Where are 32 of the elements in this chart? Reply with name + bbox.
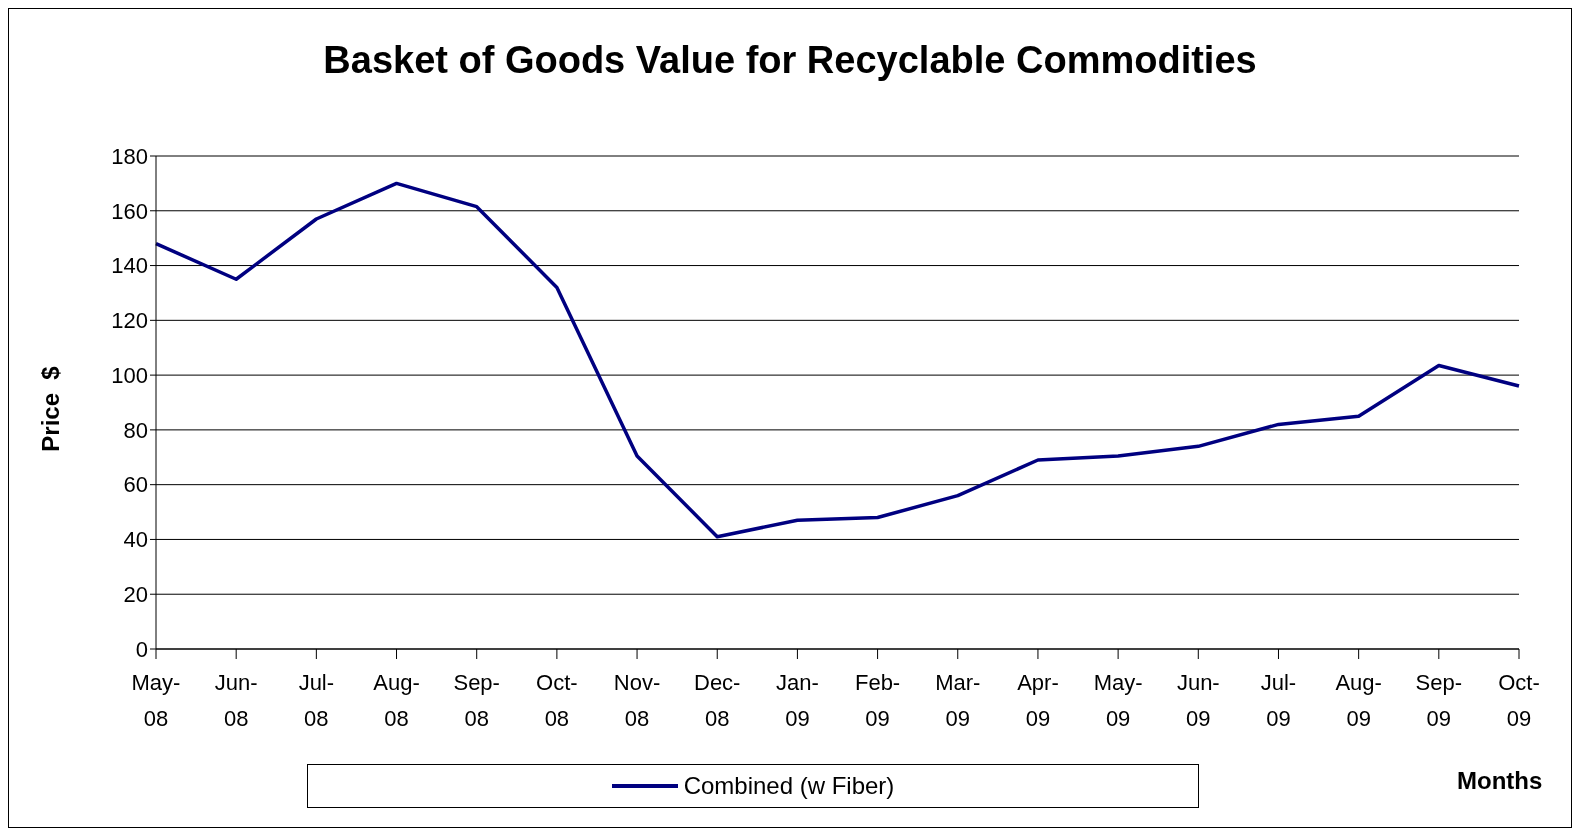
y-axis-title: Price $	[37, 366, 65, 452]
y-tick-label: 0	[135, 636, 148, 662]
x-tick-label: Mar-09	[935, 670, 981, 731]
y-tick-label: 40	[123, 527, 148, 553]
x-tick-label: Jul-08	[298, 670, 335, 731]
y-tick-label: 160	[111, 198, 148, 224]
x-tick-label: Sep-08	[453, 670, 500, 731]
x-tick-label: May-08	[131, 670, 181, 731]
x-tick-label: Jun-09	[1176, 670, 1220, 731]
y-tick-label: 60	[123, 472, 148, 498]
x-tick-label: Aug-09	[1335, 670, 1382, 731]
x-tick-label: May-09	[1093, 670, 1143, 731]
chart-title: Basket of Goods Value for Recyclable Commodities	[322, 39, 1258, 82]
y-tick-label: 20	[123, 582, 148, 608]
x-tick-label: Nov-08	[613, 670, 661, 731]
x-tick-label: Oct-08	[536, 670, 578, 731]
x-tick-label: Jan-09	[776, 670, 819, 731]
y-tick-label: 140	[111, 253, 148, 279]
x-tick-label: Jul-09	[1260, 670, 1297, 731]
x-tick-label: Dec-08	[694, 670, 741, 731]
y-tick-label: 80	[123, 417, 148, 443]
x-tick-label: Apr-09	[1017, 670, 1059, 731]
y-tick-label: 120	[111, 308, 148, 334]
y-tick-label: 180	[111, 143, 148, 169]
x-tick-label: Feb-09	[854, 670, 901, 731]
x-axis-title: Months	[1457, 767, 1543, 795]
legend-label: Combined (w Fiber)	[682, 772, 895, 800]
x-tick-label: Sep-09	[1415, 670, 1463, 731]
x-tick-label: Aug-08	[373, 670, 420, 731]
x-tick-label: Jun-08	[214, 670, 258, 731]
x-tick-label: Oct-09	[1498, 670, 1540, 731]
y-tick-label: 100	[111, 362, 148, 388]
